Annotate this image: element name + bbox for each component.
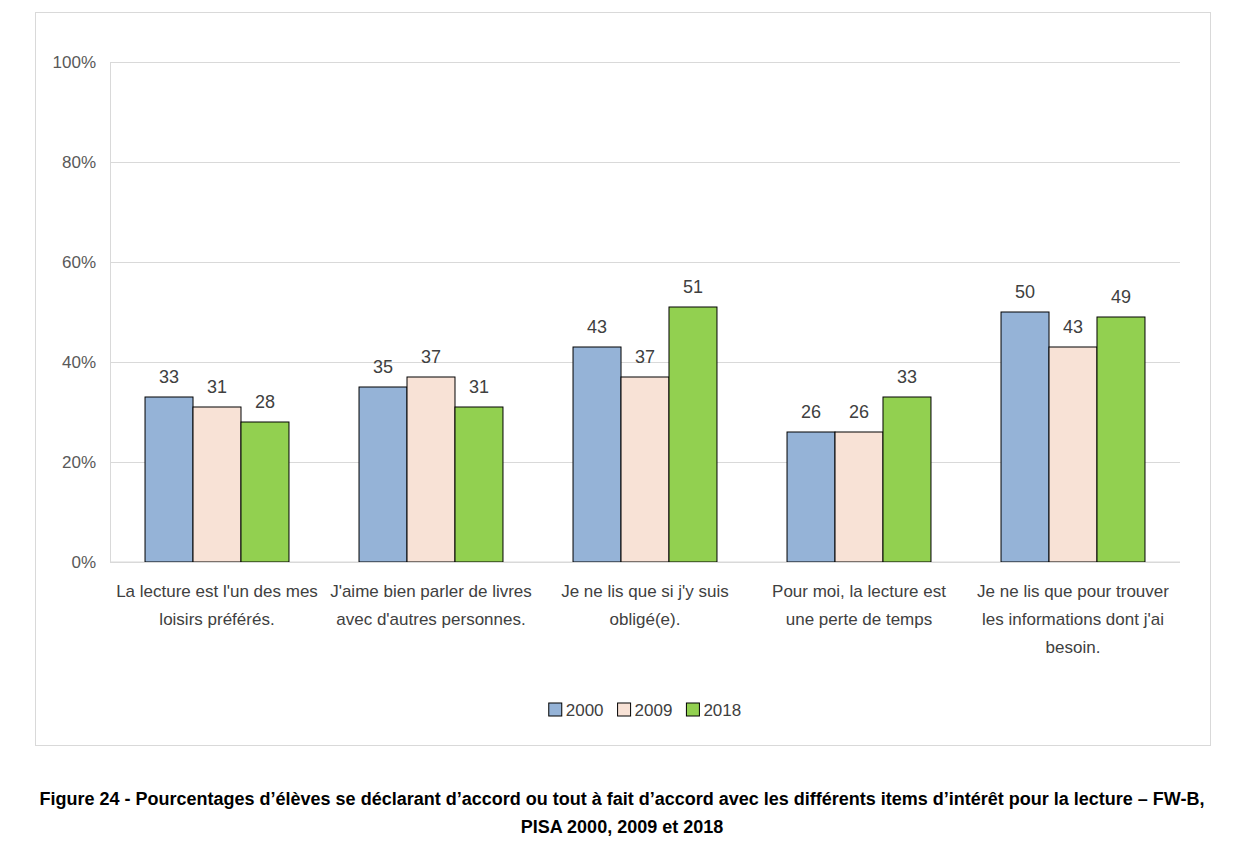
- data-label: 26: [849, 402, 869, 422]
- bar: [359, 387, 407, 562]
- bar: [1049, 347, 1097, 562]
- grid-line: [110, 562, 1180, 563]
- legend-swatch: [618, 703, 631, 716]
- y-tick-label: 40%: [62, 353, 96, 372]
- bar: [145, 397, 193, 562]
- grid-line: [110, 162, 1180, 163]
- x-tick-label: J'aime bien parler de livresavec d'autre…: [330, 582, 532, 629]
- y-tick-label: 20%: [62, 453, 96, 472]
- data-label: 33: [159, 367, 179, 387]
- legend-item: 2018: [686, 701, 741, 720]
- y-tick: 100%: [53, 53, 1180, 72]
- data-label: 37: [421, 347, 441, 367]
- bar: [883, 397, 931, 562]
- y-tick: 80%: [62, 153, 1180, 172]
- data-label: 43: [587, 317, 607, 337]
- data-label: 49: [1111, 287, 1131, 307]
- legend-swatch: [549, 703, 562, 716]
- legend-label: 2018: [703, 701, 741, 720]
- data-label: 26: [801, 402, 821, 422]
- data-label: 43: [1063, 317, 1083, 337]
- data-label: 28: [255, 392, 275, 412]
- bar: [1001, 312, 1049, 562]
- bar: [787, 432, 835, 562]
- bar: [193, 407, 241, 562]
- bar: [573, 347, 621, 562]
- data-label: 50: [1015, 282, 1035, 302]
- x-tick-label: Je ne lis que si j'y suisobligé(e).: [561, 582, 729, 629]
- x-tick-label: Je ne lis que pour trouverles informatio…: [977, 582, 1169, 657]
- data-label: 35: [373, 357, 393, 377]
- bars: [145, 307, 1145, 562]
- y-tick-label: 0%: [71, 553, 96, 572]
- legend-item: 2000: [549, 701, 604, 720]
- chart: 0% 20% 40% 60% 80% 100% 33 35 43 26 50 31 37 37 26 43 28…: [0, 0, 1237, 842]
- x-tick-label: La lecture est l'un des mesloisirs préfé…: [116, 582, 318, 629]
- grid-line: [110, 262, 1180, 263]
- legend-label: 2000: [566, 701, 604, 720]
- legend: 2000 2009 2018: [549, 701, 741, 720]
- data-labels: 33 35 43 26 50 31 37 37 26 43 28 31 51 33 49: [159, 277, 1131, 422]
- bar: [407, 377, 455, 562]
- y-tick-label: 60%: [62, 253, 96, 272]
- y-tick-label: 100%: [53, 53, 96, 72]
- chart-title: Figure 24 - Pourcentages d’élèves se déc…: [40, 789, 1205, 837]
- bar: [835, 432, 883, 562]
- bar: [621, 377, 669, 562]
- legend-label: 2009: [635, 701, 673, 720]
- bar: [241, 422, 289, 562]
- chart-frame: [36, 13, 1211, 746]
- x-tick-label: Pour moi, la lecture estune perte de tem…: [772, 582, 946, 629]
- data-label: 31: [207, 377, 227, 397]
- legend-item: 2009: [618, 701, 673, 720]
- bar: [669, 307, 717, 562]
- data-label: 37: [635, 347, 655, 367]
- y-tick-label: 80%: [62, 153, 96, 172]
- y-tick: 60%: [62, 253, 1180, 272]
- bar: [1097, 317, 1145, 562]
- legend-swatch: [686, 703, 699, 716]
- bar: [455, 407, 503, 562]
- data-label: 33: [897, 367, 917, 387]
- data-label: 51: [683, 277, 703, 297]
- data-label: 31: [469, 377, 489, 397]
- grid-line: [110, 62, 1180, 63]
- y-axis-line: [111, 63, 1181, 563]
- y-axis: 0% 20% 40% 60% 80% 100%: [53, 53, 1180, 572]
